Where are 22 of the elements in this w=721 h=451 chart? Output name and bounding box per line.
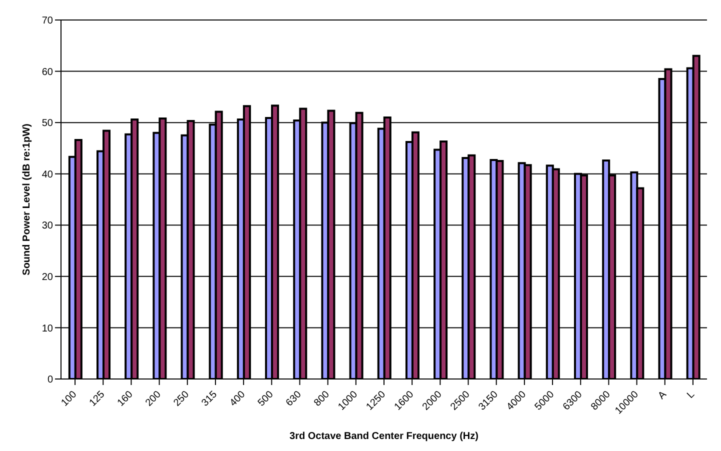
x-tick-label: 125 — [88, 388, 108, 409]
y-tick-label: 70 — [42, 16, 54, 27]
x-tick-label: 630 — [284, 388, 304, 409]
y-tick-label: 40 — [42, 169, 54, 180]
x-tick-label: 400 — [228, 388, 248, 409]
y-tick-label: 60 — [42, 66, 54, 78]
x-tick-label: 800 — [312, 388, 332, 409]
y-tick-label: 10 — [42, 323, 54, 334]
x-axis-title: 3rd Octave Band Center Frequency (Hz) — [290, 431, 478, 442]
x-tick-label: 500 — [256, 388, 276, 409]
x-tick-label: 250 — [172, 388, 192, 409]
y-tick-label: 0 — [47, 374, 54, 386]
x-tick-label: 315 — [200, 388, 220, 409]
x-tick-label: 200 — [144, 388, 164, 409]
x-tick-label: L — [685, 388, 698, 401]
x-tick-label: A — [656, 388, 670, 402]
y-tick-label: 30 — [42, 220, 54, 232]
x-tick-label: 160 — [116, 388, 136, 409]
y-axis-title: Sound Power Level (dB re:1pW) — [22, 124, 33, 276]
y-tick-label: 20 — [42, 272, 54, 283]
x-tick-label: 100 — [59, 388, 80, 409]
y-tick-label: 50 — [42, 118, 54, 130]
